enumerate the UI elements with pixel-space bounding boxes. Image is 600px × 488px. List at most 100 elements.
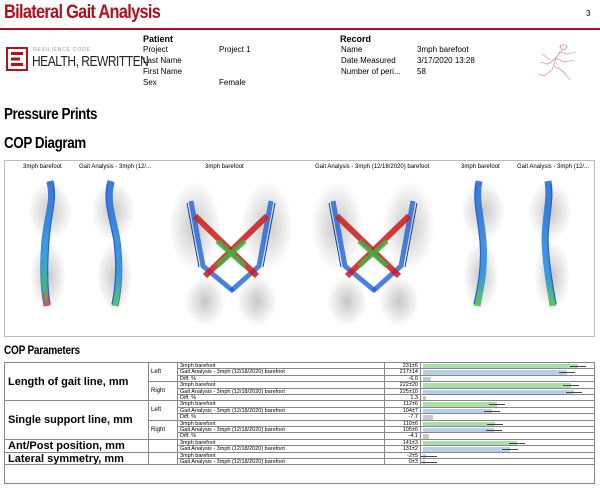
measurement-bar <box>423 389 575 394</box>
company-logo: RESILIENCE CODE HEALTH, REWRITTEN <box>6 46 149 76</box>
error-bar <box>509 442 526 444</box>
record-value: 58 <box>417 67 426 76</box>
measurement-bar <box>423 428 494 433</box>
error-bar <box>485 430 502 431</box>
measurement-value: 104±7 <box>385 407 421 415</box>
patient-heading: Patient <box>143 34 174 44</box>
measurement-bar <box>423 421 496 426</box>
measurement-bar <box>423 434 429 439</box>
measurement-value: 131±2 <box>385 446 421 453</box>
measurement-bar <box>423 396 426 401</box>
error-bar <box>421 455 437 457</box>
measurement-bar-cell <box>421 427 595 434</box>
error-bar <box>562 385 579 386</box>
single-foot-print <box>461 180 505 311</box>
side-label: Right <box>149 420 178 440</box>
measurement-bar-cell <box>421 459 595 466</box>
record-value: 3mph barefoot <box>417 45 469 54</box>
cop-caption: Gait Analysis - 3mph (12/... <box>79 164 152 170</box>
error-bar <box>559 372 576 373</box>
measurement-label: Gait Analysis - 3mph (12/18/2020) barefo… <box>178 369 385 376</box>
measurement-bar-cell <box>421 446 595 453</box>
runner-sketch-icon <box>537 44 577 81</box>
record-label: Date Measured <box>341 56 396 65</box>
parameter-name: Ant/Post position, mm <box>5 439 149 453</box>
measurement-label: Diff. % <box>178 433 385 440</box>
measurement-bar <box>423 383 571 388</box>
side-label <box>149 452 178 466</box>
measurement-label: Gait Analysis - 3mph (12/18/2020) barefo… <box>178 427 385 434</box>
error-bar <box>487 423 504 425</box>
measurement-label: Gait Analysis - 3mph (12/18/2020) barefo… <box>178 407 385 415</box>
measurement-bar-cell <box>421 414 595 421</box>
side-label: Right <box>149 382 178 402</box>
measurement-value: 112±6 <box>385 401 421 408</box>
record-label: Name <box>341 45 363 54</box>
cop-caption: Gait Analysis - 3mph (12/... <box>517 164 590 170</box>
patient-value: Female <box>219 78 246 87</box>
measurement-bar <box>423 376 432 382</box>
patient-label: Last Name <box>143 56 182 65</box>
measurement-bar <box>423 440 518 446</box>
measurement-bar-cell <box>421 420 595 427</box>
measurement-value: 1.3 <box>385 395 421 402</box>
single-foot-print <box>528 180 572 311</box>
single-foot-print <box>91 179 135 311</box>
measurement-label: 3mph barefoot <box>178 382 385 389</box>
patient-label: Sex <box>143 78 157 87</box>
measurement-bar-cell <box>421 452 595 459</box>
measurement-label: 3mph barefoot <box>178 439 385 447</box>
logo-tagline: RESILIENCE CODE <box>33 47 91 53</box>
measurement-value: -4.1 <box>385 433 421 440</box>
measurement-value: 231±6 <box>385 363 421 370</box>
measurement-bar <box>423 415 434 420</box>
side-label: Left <box>149 363 178 383</box>
measurement-value: -2±5 <box>385 452 421 459</box>
error-bar <box>488 404 505 405</box>
bilateral-butterfly <box>311 181 435 326</box>
measurement-value: 141±3 <box>385 439 421 447</box>
measurement-value: 217±14 <box>385 369 421 376</box>
measurement-bar <box>423 447 511 452</box>
measurement-label: Gait Analysis - 3mph (12/18/2020) barefo… <box>178 459 385 466</box>
page-number: 3 <box>586 9 591 18</box>
measurement-value: 225±10 <box>385 388 421 395</box>
parameter-name: Lateral symmetry, mm <box>5 452 149 466</box>
measurement-value: 222±20 <box>385 382 421 389</box>
measurement-bar-cell <box>421 388 595 395</box>
error-bar <box>569 366 586 367</box>
cop-parameters-heading: COP Parameters <box>4 343 80 357</box>
pressure-prints-heading: Pressure Prints <box>4 106 98 123</box>
cop-caption: 3mph barefoot <box>461 164 500 170</box>
measurement-value: 0±3 <box>385 459 421 466</box>
measurement-bar-cell <box>421 375 595 383</box>
measurement-bar <box>423 408 492 414</box>
single-foot-print <box>28 180 72 311</box>
cop-diagram: 3mph barefoot Gait Analysis - 3mph (12/.… <box>4 160 595 337</box>
measurement-label: 3mph barefoot <box>178 452 385 459</box>
patient-label: Project <box>143 45 168 54</box>
cop-diagram-heading: COP Diagram <box>4 135 86 152</box>
patient-value: Project 1 <box>219 45 251 54</box>
measurement-label: Diff. % <box>178 395 385 402</box>
logo-wordmark: HEALTH, REWRITTEN <box>32 53 149 70</box>
brand-mark-icon <box>6 47 28 71</box>
record-label: Number of peri... <box>341 67 401 76</box>
measurement-bar <box>423 364 578 369</box>
measurement-value: -6.0 <box>385 375 421 383</box>
measurement-bar <box>423 402 497 407</box>
measurement-value: -7.7 <box>385 414 421 421</box>
cop-caption: 3mph barefoot <box>205 164 244 170</box>
report-title: Bilateral Gait Analysis <box>4 2 161 23</box>
side-label: Left <box>149 401 178 421</box>
patient-label: First Name <box>143 67 183 76</box>
measurement-label: Gait Analysis - 3mph (12/18/2020) barefo… <box>178 446 385 453</box>
measurement-bar-cell <box>421 382 595 389</box>
measurement-bar-cell <box>421 369 595 376</box>
cop-parameters-table: Length of gait line, mm Left 3mph barefoot… <box>4 362 595 484</box>
title-divider <box>0 28 600 30</box>
record-value: 3/17/2020 13:28 <box>417 56 475 65</box>
error-bar <box>502 449 519 450</box>
measurement-label: 3mph barefoot <box>178 401 385 408</box>
measurement-bar-cell <box>421 395 595 402</box>
